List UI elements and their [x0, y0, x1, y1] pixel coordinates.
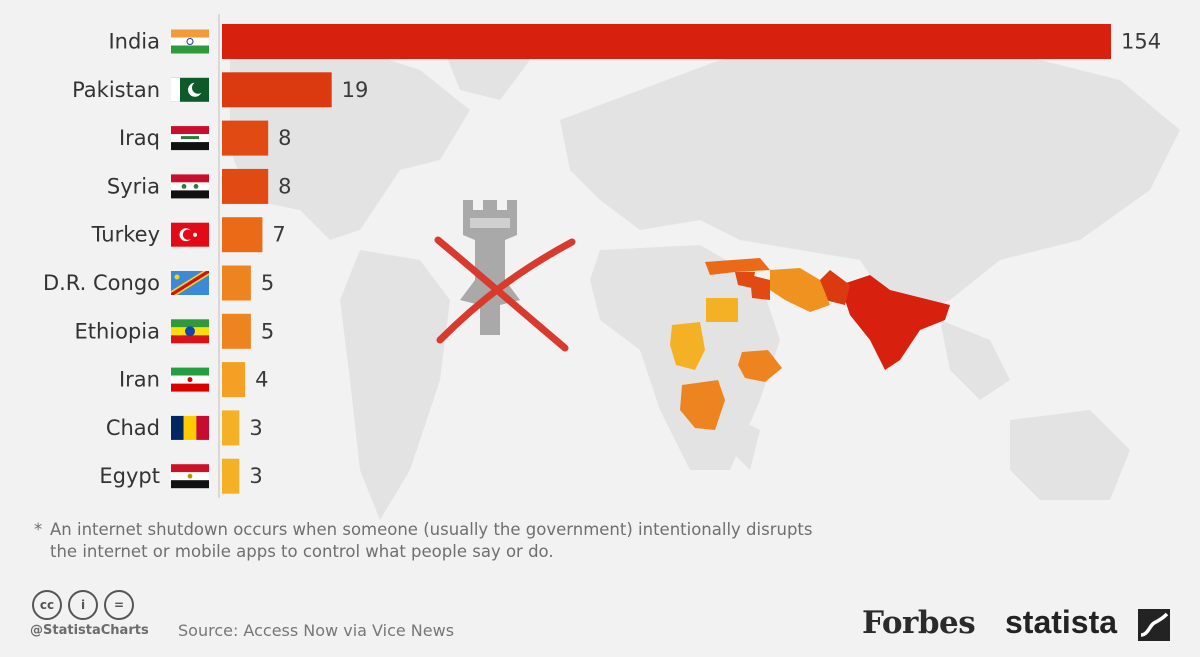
bar-row: Iraq 8 — [119, 120, 292, 156]
value-label: 5 — [261, 319, 274, 343]
statista-logo-icon — [1138, 609, 1170, 641]
category-label: D.R. Congo — [43, 271, 160, 295]
bar-row: Egypt 3 — [99, 458, 263, 494]
value-label: 154 — [1121, 30, 1161, 54]
iraq-flag-icon — [171, 126, 209, 151]
bar-row: Iran 4 — [119, 362, 268, 398]
bar — [222, 24, 1111, 59]
category-label: Egypt — [99, 464, 160, 488]
dr-congo-flag-icon — [171, 271, 209, 295]
bar-row: Pakistan 19 — [72, 72, 369, 108]
bar-row: D.R. Congo 5 — [43, 265, 274, 301]
bar — [222, 168, 269, 204]
bar — [222, 458, 240, 494]
bar-row: Chad 3 — [106, 410, 263, 446]
value-label: 3 — [249, 416, 262, 440]
iran-flag-icon — [171, 367, 209, 392]
footnote-line-2: the internet or mobile apps to control w… — [50, 542, 554, 561]
bar-row: Syria 8 — [107, 168, 292, 204]
value-label: 7 — [272, 223, 285, 247]
source-note: Source: Access Now via Vice News — [178, 621, 455, 640]
value-label: 19 — [342, 78, 369, 102]
value-label: 4 — [255, 368, 268, 392]
highlighted-countries — [670, 258, 950, 430]
footnote-line-1: An internet shutdown occurs when someone… — [50, 520, 813, 539]
syria-flag-icon — [171, 174, 209, 199]
pakistan-flag-icon — [171, 77, 209, 102]
value-label: 3 — [249, 464, 262, 488]
crossed-tower-icon — [434, 200, 576, 352]
category-label: Iraq — [119, 126, 160, 150]
category-label: Chad — [106, 416, 160, 440]
bar-row: Turkey 7 — [91, 217, 286, 253]
category-label: Syria — [107, 174, 160, 198]
category-label: Pakistan — [72, 78, 160, 102]
category-label: Ethiopia — [74, 319, 160, 343]
category-label: Turkey — [91, 223, 160, 247]
no-derivatives-icon: = — [104, 590, 134, 620]
ethiopia-flag-icon — [171, 319, 209, 344]
bar — [222, 362, 246, 398]
value-label: 8 — [278, 174, 291, 198]
bar — [222, 120, 269, 156]
bar-row: India 154 — [108, 24, 1161, 59]
statista-logo: statista — [1005, 604, 1118, 640]
bar — [222, 265, 251, 301]
bar — [222, 313, 251, 349]
chad-flag-icon — [171, 415, 209, 440]
bar — [222, 410, 240, 446]
bar-chart: India 154 Pakistan 19 Iraq 8 Syria 8 Turkey 7 D.R.… — [43, 14, 1161, 498]
india-flag-icon — [171, 29, 209, 54]
category-label: India — [108, 30, 160, 54]
forbes-logo: Forbes — [862, 605, 976, 641]
category-label: Iran — [119, 368, 160, 392]
turkey-flag-icon — [171, 222, 209, 247]
value-label: 8 — [278, 126, 291, 150]
statista-charts-handle: @StatistaCharts — [30, 623, 149, 638]
egypt-flag-icon — [171, 464, 209, 489]
attribution-icon: i — [68, 590, 98, 620]
footnote-star: * — [34, 520, 43, 539]
cc-icon: cc — [32, 590, 62, 620]
bar — [222, 217, 263, 253]
license-icons: cc i = — [32, 590, 134, 622]
value-label: 5 — [261, 271, 274, 295]
bar — [222, 72, 332, 108]
bar-row: Ethiopia 5 — [74, 313, 274, 349]
